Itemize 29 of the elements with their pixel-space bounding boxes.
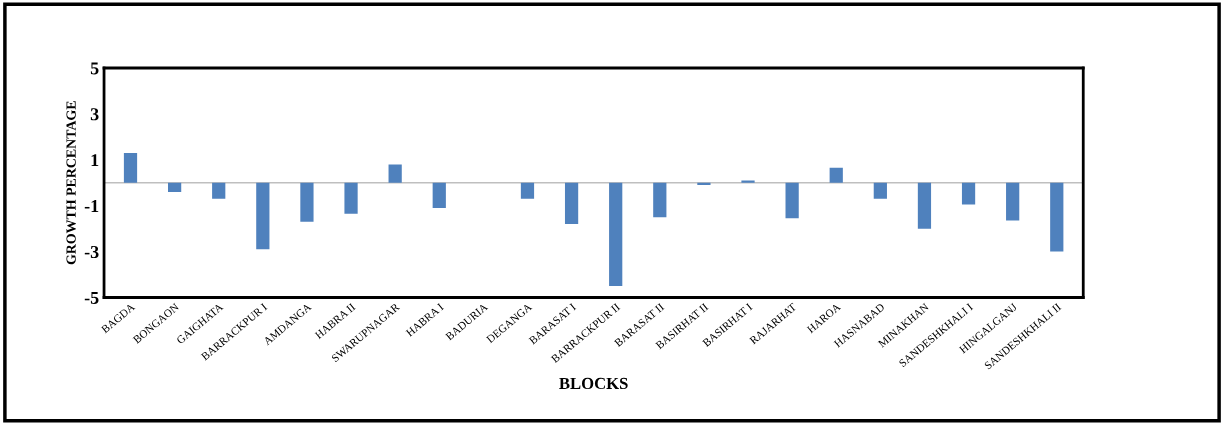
bar <box>520 182 535 199</box>
bar <box>432 182 446 208</box>
bar <box>123 152 138 183</box>
bar <box>212 182 226 199</box>
x-axis-title: BLOCKS <box>559 377 628 390</box>
bar <box>697 182 711 186</box>
bar <box>1006 182 1020 221</box>
bar <box>741 180 755 183</box>
bar <box>961 182 976 205</box>
bar <box>653 182 667 218</box>
y-tick-label: -3 <box>84 245 99 259</box>
bar <box>1050 182 1064 252</box>
bar <box>785 182 799 219</box>
bar <box>564 182 579 225</box>
y-tick-label: 5 <box>90 62 99 75</box>
bar <box>256 182 270 250</box>
bar <box>917 182 932 229</box>
y-tick-label: 1 <box>91 154 99 167</box>
bar <box>300 182 314 222</box>
bar <box>873 182 887 199</box>
bar <box>388 164 402 183</box>
bar <box>829 167 843 183</box>
y-axis-title: GROWTH PERCENTAGE <box>66 101 76 265</box>
bar <box>168 182 182 192</box>
y-tick-label: 3 <box>90 108 99 121</box>
y-tick-label: -5 <box>84 291 99 304</box>
bar <box>609 182 623 287</box>
y-tick-label: -1 <box>84 200 99 212</box>
bar <box>344 182 358 214</box>
